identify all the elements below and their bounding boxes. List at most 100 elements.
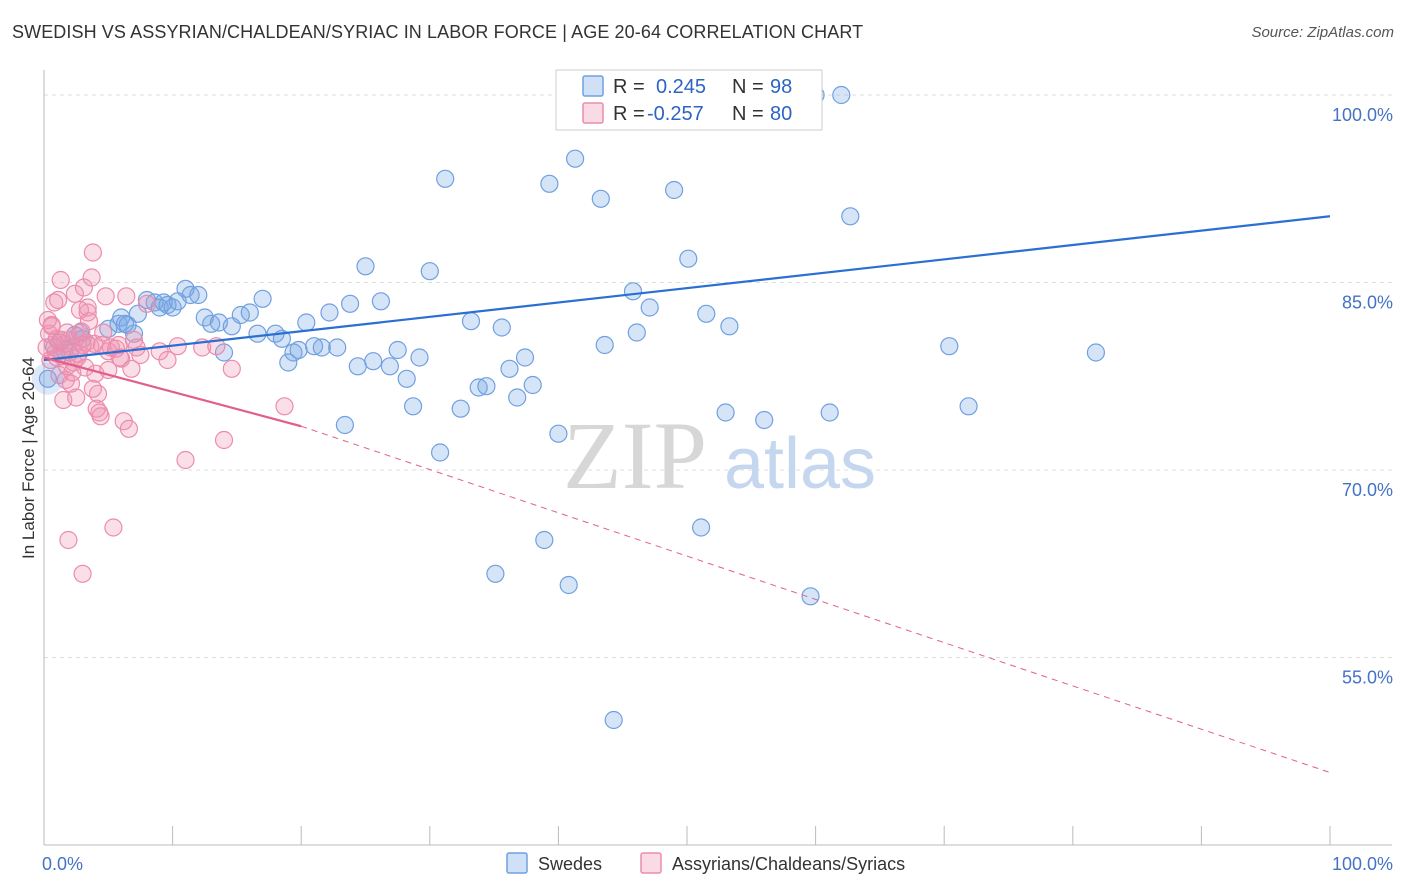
point-swedes (486, 564, 505, 583)
point-swedes (451, 399, 470, 418)
point-swedes (604, 710, 623, 730)
point-swedes (679, 249, 698, 268)
legend-n-value-assyrians: 80 (770, 103, 792, 125)
trend-lines (43, 215, 1331, 773)
watermark: ZIP atlas (563, 402, 876, 509)
legend-box: R = 0.245 N = 98 R = -0.257 N = 80 (555, 69, 823, 131)
point-swedes (397, 369, 416, 388)
point-swedes (341, 294, 360, 313)
point-assyrians (96, 287, 115, 306)
point-assyrians (158, 350, 177, 370)
point-assyrians (222, 359, 241, 378)
point-swedes (716, 403, 735, 422)
point-assyrians (92, 335, 112, 355)
point-swedes (253, 289, 272, 308)
point-swedes (755, 410, 774, 430)
point-swedes-cluster (31, 362, 64, 395)
point-assyrians (67, 388, 86, 407)
point-swedes (371, 292, 390, 311)
point-assyrians (51, 270, 70, 290)
legend-r-value-assyrians: -0.257 (647, 103, 704, 125)
legend-r-label-1: R = (613, 76, 645, 98)
point-swedes (436, 169, 455, 188)
y-axis-title: In Labor Force | Age 20-64 (19, 357, 38, 559)
watermark-zip: ZIP (563, 402, 707, 509)
point-assyrians (122, 359, 141, 378)
point-swedes (312, 338, 331, 357)
point-swedes (420, 262, 439, 281)
y-tick-label: 70.0% (1342, 480, 1393, 500)
point-swedes (181, 285, 200, 305)
point-swedes (335, 415, 354, 435)
point-swedes (697, 304, 716, 323)
point-assyrians (73, 335, 92, 355)
watermark-atlas: atlas (724, 424, 876, 504)
legend-n-label-1: N = (732, 76, 764, 98)
point-swedes (410, 348, 429, 367)
point-assyrians (176, 450, 195, 470)
x-tick-label-min: 0.0% (42, 854, 83, 874)
point-swedes (356, 257, 375, 276)
point-assyrians (72, 322, 91, 341)
bottom-legend-swedes: Swedes (538, 854, 602, 874)
point-swedes (202, 314, 221, 333)
point-swedes (832, 85, 851, 105)
bottom-legend-assyrians: Assyrians/Chaldeans/Syriacs (672, 854, 905, 874)
point-swedes (841, 207, 860, 226)
point-swedes (565, 149, 585, 168)
point-swedes (515, 348, 535, 367)
legend-n-label-2: N = (732, 103, 764, 125)
point-swedes (320, 303, 339, 322)
axes (43, 70, 1392, 846)
chart-title: SWEDISH VS ASSYRIAN/CHALDEAN/SYRIAC IN L… (12, 22, 864, 42)
point-swedes (627, 323, 646, 342)
point-assyrians (214, 430, 234, 450)
point-assyrians (59, 530, 78, 550)
point-swedes (284, 343, 303, 362)
point-swedes (508, 388, 527, 407)
point-swedes (279, 353, 298, 372)
legend-n-value-swedes: 98 (770, 76, 792, 98)
point-assyrians (79, 312, 99, 331)
point-assyrians (88, 384, 108, 403)
trend-line-swedes (43, 215, 1331, 362)
bottom-legend: Swedes Assyrians/Chaldeans/Syriacs (506, 852, 905, 874)
point-assyrians (119, 419, 138, 438)
point-assyrians (104, 518, 123, 537)
point-swedes (404, 397, 423, 416)
point-swedes (128, 304, 147, 323)
point-assyrians (91, 407, 110, 426)
point-swedes (720, 317, 739, 336)
point-swedes (469, 378, 488, 397)
y-tick-label: 85.0% (1342, 293, 1393, 313)
point-swedes (364, 352, 383, 371)
point-swedes (500, 359, 519, 378)
point-swedes (623, 282, 643, 301)
point-swedes (477, 377, 496, 396)
point-swedes (431, 443, 450, 462)
point-swedes (248, 324, 267, 343)
legend-swatch-assyrians (582, 102, 604, 124)
point-swedes (38, 369, 58, 388)
point-swedes (664, 180, 684, 200)
point-swedes (691, 518, 711, 537)
point-assyrians (117, 287, 136, 306)
point-swedes (535, 530, 554, 550)
trend-line-assyrians-extension (301, 425, 1331, 773)
trend-line-assyrians (43, 356, 302, 428)
point-swedes (158, 295, 177, 315)
data-points (31, 85, 1106, 730)
point-swedes (1086, 343, 1106, 362)
point-assyrians (78, 298, 97, 317)
y-tick-label: 100.0% (1332, 105, 1393, 125)
point-swedes (289, 340, 308, 360)
point-swedes (305, 337, 324, 356)
point-assyrians (137, 294, 156, 313)
point-swedes (380, 357, 399, 376)
point-swedes (189, 285, 208, 305)
point-assyrians (73, 564, 92, 583)
point-swedes (801, 587, 820, 606)
point-swedes (240, 303, 259, 322)
point-swedes (640, 298, 659, 317)
